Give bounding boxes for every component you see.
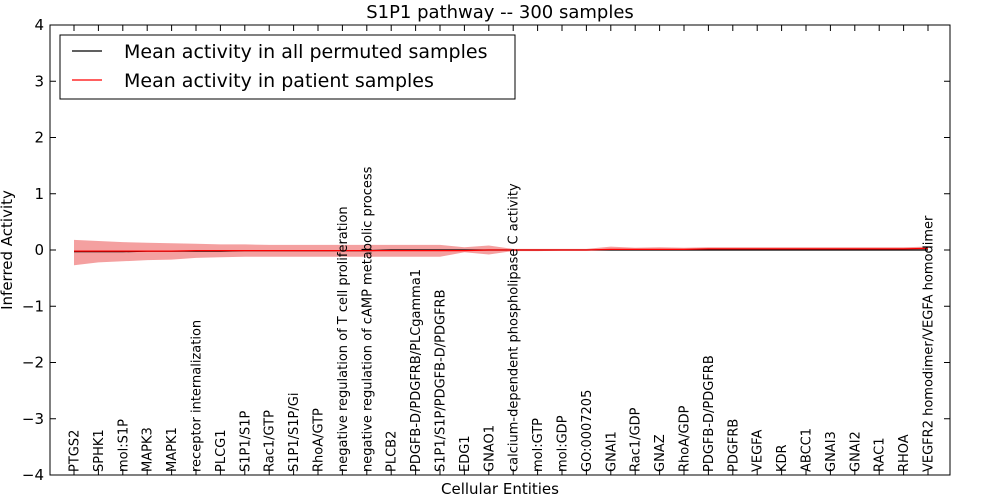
legend-label-patient: Mean activity in patient samples (124, 70, 434, 92)
legend: Mean activity in all permuted samples Me… (59, 34, 516, 100)
category-label: GO:0007205 (580, 390, 595, 472)
category-label: RhoA/GTP (312, 408, 327, 472)
category-label: negative regulation of T cell proliferat… (336, 206, 351, 472)
category-label: negative regulation of cAMP metabolic pr… (360, 166, 375, 472)
category-label: GNAI1 (604, 431, 619, 472)
category-label: VEGFA (751, 430, 766, 472)
y-tick-label: 0 (34, 241, 44, 259)
x-axis-title: Cellular Entities (441, 480, 559, 498)
y-tick-label: 2 (34, 129, 44, 147)
series-line-patient (74, 247, 929, 252)
category-label: VEGFR2 homodimer/VEGFA homodimer (922, 215, 937, 472)
y-tick-label: −1 (22, 297, 44, 315)
category-label: GNAZ (653, 434, 668, 472)
category-label: PDGFRB (726, 419, 741, 472)
category-label: PTGS2 (68, 430, 83, 472)
category-label: receptor internalization (190, 320, 205, 472)
category-label: PDGFB-D/PDGFRB (702, 355, 717, 472)
y-tick-label: 3 (34, 72, 44, 90)
category-label: MAPK3 (141, 427, 156, 472)
y-axis-title: Inferred Activity (0, 190, 16, 310)
category-label: PLCB2 (385, 431, 400, 472)
category-label: PDGFB-D/PDGFRB/PLCgamma1 (409, 269, 424, 472)
category-label: GNAO1 (482, 425, 497, 472)
category-label: S1P1/S1P/Gi (287, 393, 302, 472)
y-tick-label: −4 (22, 466, 44, 484)
category-label: S1P1/S1P (238, 410, 253, 472)
category-label: RHOA (897, 434, 912, 472)
chart-title: S1P1 pathway -- 300 samples (366, 2, 634, 23)
y-tick-label: −3 (22, 410, 44, 428)
y-tick-label: −2 (22, 354, 44, 372)
plot-frame (49, 24, 951, 476)
category-label: SPHK1 (92, 429, 107, 472)
category-label: RAC1 (873, 437, 888, 472)
category-label: mol:GTP (531, 418, 546, 472)
legend-box (59, 34, 516, 100)
category-label: Rac1/GTP (263, 410, 278, 472)
category-label: mol:GDP (556, 415, 571, 472)
category-label: GNAI3 (824, 431, 839, 472)
y-tick-label: 4 (34, 16, 44, 34)
patient-activity-band (74, 239, 928, 266)
category-label: ABCC1 (800, 428, 815, 472)
category-label: PLCG1 (214, 429, 229, 472)
category-label: KDR (775, 444, 790, 472)
category-label: Rac1/GDP (629, 407, 644, 472)
category-label: calcium-dependent phospholipase C activi… (507, 183, 522, 472)
category-label: mol:S1P (116, 419, 131, 472)
category-label: RhoA/GDP (678, 405, 693, 472)
legend-label-permuted: Mean activity in all permuted samples (124, 41, 487, 63)
category-label: GNAI2 (848, 431, 863, 472)
category-label: S1P1/S1P/PDGFB-D/PDGFRB (434, 289, 449, 472)
category-label: EDG1 (458, 435, 473, 472)
y-tick-label: 1 (34, 185, 44, 203)
category-label: MAPK1 (165, 427, 180, 472)
